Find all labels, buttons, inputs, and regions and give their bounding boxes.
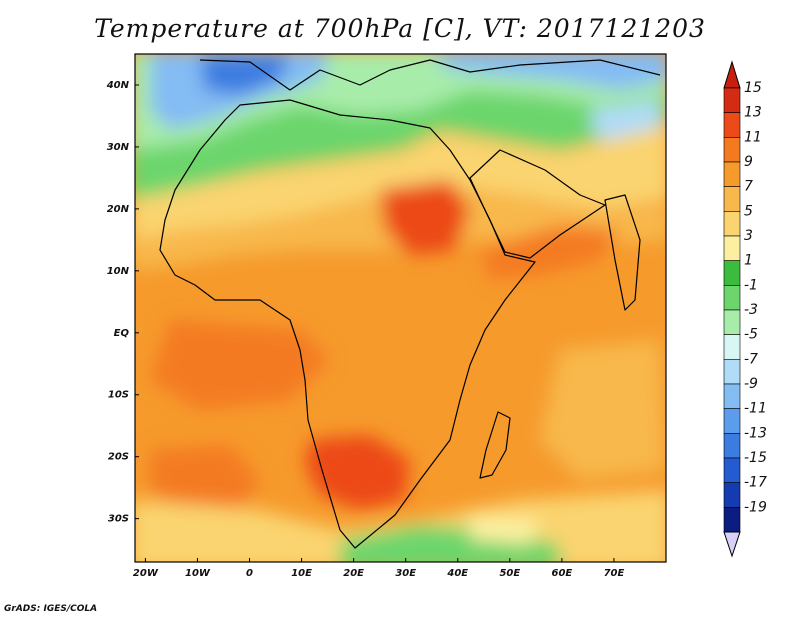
colorbar-swatch xyxy=(723,433,741,459)
latitude-label: 20N xyxy=(107,204,130,215)
latitude-label: EQ xyxy=(114,328,130,339)
india-coastline xyxy=(604,194,641,311)
colorbar-label: 3 xyxy=(744,228,753,244)
longitude-label: 10W xyxy=(185,568,211,579)
colorbar-swatch xyxy=(723,334,741,360)
colorbar-label: -11 xyxy=(744,401,767,417)
latitude-labels: 40N 30N 20N 10N EQ 10S 20S 30S xyxy=(106,80,139,525)
map-frame xyxy=(134,53,667,563)
longitude-label: 60E xyxy=(552,568,573,579)
coastlines xyxy=(159,59,661,549)
colorbar-swatch xyxy=(723,186,741,212)
colorbar-label: -3 xyxy=(744,302,758,318)
colorbar-label: 5 xyxy=(744,203,753,219)
colorbar-swatch xyxy=(723,383,741,409)
longitude-label: 20W xyxy=(133,568,159,579)
latitude-label: 10S xyxy=(108,390,129,401)
colorbar-swatch xyxy=(723,260,741,286)
latitude-label: 20S xyxy=(108,452,129,463)
longitude-labels: 20W 10W 0 10E 20E 30E 40E 50E 60E 70E xyxy=(133,558,625,579)
colorbar-swatch xyxy=(723,309,741,335)
madagascar-coastline xyxy=(479,411,511,479)
colorbar-swatch xyxy=(723,285,741,311)
colorbar-label: 11 xyxy=(744,129,762,145)
colorbar-bottom-arrow xyxy=(723,531,741,558)
colorbar-swatch xyxy=(723,87,741,113)
credit-text: GrADS: IGES/COLA xyxy=(4,604,98,614)
temperature-field xyxy=(135,54,666,562)
colorbar-label: 1 xyxy=(744,253,753,269)
africa-coastline xyxy=(159,99,536,549)
longitude-label: 20E xyxy=(343,568,364,579)
colorbar-swatch xyxy=(723,211,741,237)
colorbar-label: -17 xyxy=(744,475,767,491)
colorbar-label: -15 xyxy=(744,450,767,466)
colorbar-label: 13 xyxy=(744,105,762,121)
colorbar-swatch xyxy=(723,359,741,385)
europe-coastline xyxy=(199,59,661,91)
colorbar-label: -7 xyxy=(744,351,758,367)
colorbar-swatch xyxy=(723,482,741,508)
colorbar-swatch xyxy=(723,235,741,261)
colorbar-label: 9 xyxy=(744,154,753,170)
colorbar-swatch xyxy=(723,161,741,187)
colorbar: 15 13 11 9 7 5 3 1 -1 -3 -5 -7 -9 -11 -13 -15 -17 -19 xyxy=(723,60,767,558)
colorbar-label: 7 xyxy=(744,179,753,195)
longitude-label: 0 xyxy=(246,568,253,579)
latitude-label: 30N xyxy=(107,142,130,153)
colorbar-label: -5 xyxy=(744,327,758,343)
longitude-label: 30E xyxy=(395,568,416,579)
colorbar-label: -9 xyxy=(744,376,758,392)
longitude-label: 10E xyxy=(291,568,312,579)
arabia-coastline xyxy=(469,149,606,259)
longitude-label: 70E xyxy=(604,568,625,579)
colorbar-label: -19 xyxy=(744,499,767,515)
colorbar-swatch xyxy=(723,408,741,434)
colorbar-top-arrow xyxy=(723,60,741,89)
colorbar-swatch xyxy=(723,112,741,138)
latitude-label: 30S xyxy=(108,514,129,525)
colorbar-swatch xyxy=(723,137,741,163)
latitude-label: 40N xyxy=(106,80,130,91)
longitude-label: 50E xyxy=(499,568,520,579)
longitude-label: 40E xyxy=(446,568,468,579)
colorbar-swatch xyxy=(723,507,741,533)
latitude-label: 10N xyxy=(107,266,130,277)
colorbar-label: -1 xyxy=(744,277,758,293)
chart-title: Temperature at 700hPa [C], VT: 201712120… xyxy=(94,14,706,43)
colorbar-swatch xyxy=(723,457,741,483)
colorbar-label: -13 xyxy=(744,425,767,441)
colorbar-label: 15 xyxy=(744,80,762,96)
